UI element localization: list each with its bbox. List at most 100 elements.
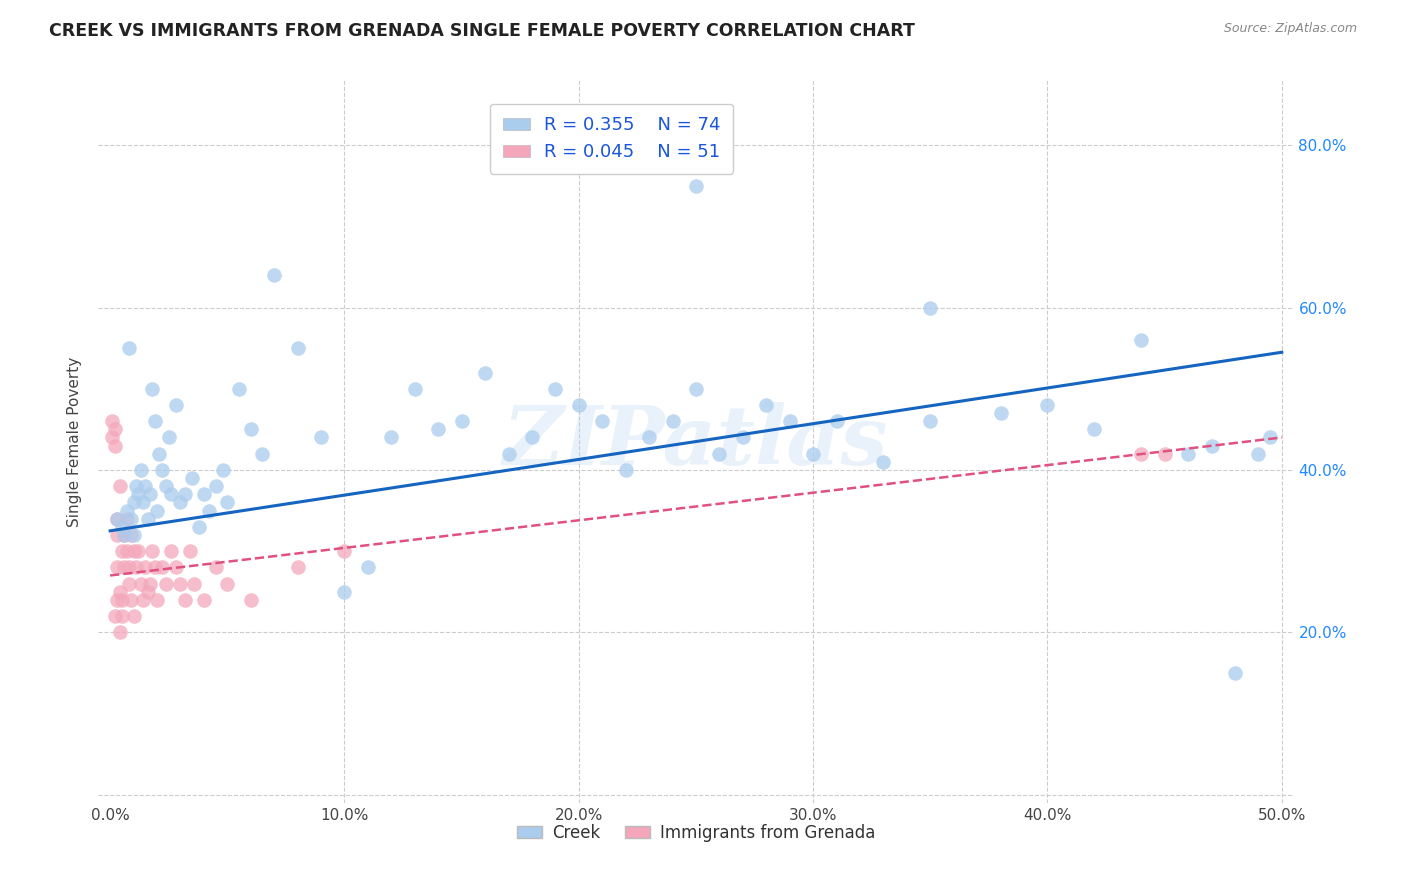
Point bbox=[115, 503, 138, 517]
Point bbox=[211, 463, 233, 477]
Point bbox=[779, 414, 801, 428]
Text: ZIPatlas: ZIPatlas bbox=[503, 401, 889, 482]
Point bbox=[1130, 333, 1153, 347]
Point bbox=[183, 576, 205, 591]
Point bbox=[169, 495, 191, 509]
Point bbox=[118, 341, 141, 355]
Point bbox=[197, 503, 219, 517]
Point bbox=[287, 560, 309, 574]
Point bbox=[165, 398, 187, 412]
Point bbox=[204, 560, 226, 574]
Point bbox=[357, 560, 380, 574]
Point bbox=[179, 544, 201, 558]
Point bbox=[263, 268, 285, 282]
Point bbox=[1083, 422, 1105, 436]
Point bbox=[118, 560, 141, 574]
Point bbox=[136, 584, 159, 599]
Point bbox=[143, 560, 166, 574]
Point bbox=[146, 503, 169, 517]
Point bbox=[333, 544, 356, 558]
Point bbox=[108, 479, 131, 493]
Point bbox=[801, 447, 824, 461]
Y-axis label: Single Female Poverty: Single Female Poverty bbox=[67, 357, 83, 526]
Point bbox=[755, 398, 778, 412]
Point bbox=[101, 414, 124, 428]
Point bbox=[148, 447, 170, 461]
Point bbox=[104, 439, 127, 453]
Point bbox=[217, 576, 239, 591]
Point bbox=[122, 609, 145, 624]
Point bbox=[134, 479, 156, 493]
Point bbox=[498, 447, 520, 461]
Point bbox=[111, 544, 134, 558]
Point bbox=[120, 528, 142, 542]
Point bbox=[685, 382, 707, 396]
Point bbox=[1130, 447, 1153, 461]
Point bbox=[108, 625, 131, 640]
Point bbox=[150, 463, 173, 477]
Point bbox=[141, 544, 163, 558]
Point bbox=[115, 544, 138, 558]
Legend: Creek, Immigrants from Grenada: Creek, Immigrants from Grenada bbox=[510, 817, 882, 848]
Point bbox=[112, 528, 135, 542]
Point bbox=[120, 592, 142, 607]
Point bbox=[709, 447, 731, 461]
Point bbox=[122, 495, 145, 509]
Point bbox=[111, 592, 134, 607]
Point bbox=[101, 430, 124, 444]
Point bbox=[115, 511, 138, 525]
Point bbox=[105, 511, 128, 525]
Point bbox=[287, 341, 309, 355]
Point bbox=[920, 301, 942, 315]
Point bbox=[139, 487, 162, 501]
Point bbox=[1258, 430, 1281, 444]
Point bbox=[155, 576, 177, 591]
Point bbox=[134, 560, 156, 574]
Point bbox=[474, 366, 496, 380]
Point bbox=[155, 479, 177, 493]
Point bbox=[160, 544, 183, 558]
Point bbox=[105, 511, 128, 525]
Point bbox=[1247, 447, 1270, 461]
Point bbox=[174, 487, 197, 501]
Point bbox=[127, 544, 149, 558]
Point bbox=[544, 382, 567, 396]
Point bbox=[380, 430, 402, 444]
Text: Source: ZipAtlas.com: Source: ZipAtlas.com bbox=[1223, 22, 1357, 36]
Point bbox=[169, 576, 191, 591]
Point bbox=[520, 430, 543, 444]
Point bbox=[143, 414, 166, 428]
Point bbox=[990, 406, 1012, 420]
Point bbox=[122, 544, 145, 558]
Point bbox=[118, 576, 141, 591]
Point bbox=[141, 382, 163, 396]
Point bbox=[125, 560, 148, 574]
Point bbox=[252, 447, 274, 461]
Point bbox=[825, 414, 848, 428]
Point bbox=[125, 479, 148, 493]
Point bbox=[105, 592, 128, 607]
Point bbox=[731, 430, 754, 444]
Point bbox=[150, 560, 173, 574]
Point bbox=[139, 576, 162, 591]
Point bbox=[157, 430, 180, 444]
Point bbox=[111, 520, 134, 534]
Text: CREEK VS IMMIGRANTS FROM GRENADA SINGLE FEMALE POVERTY CORRELATION CHART: CREEK VS IMMIGRANTS FROM GRENADA SINGLE … bbox=[49, 22, 915, 40]
Point bbox=[568, 398, 591, 412]
Point bbox=[427, 422, 450, 436]
Point bbox=[872, 455, 894, 469]
Point bbox=[193, 592, 215, 607]
Point bbox=[104, 609, 127, 624]
Point bbox=[181, 471, 204, 485]
Point bbox=[105, 560, 128, 574]
Point bbox=[333, 584, 356, 599]
Point bbox=[136, 511, 159, 525]
Point bbox=[450, 414, 472, 428]
Point bbox=[239, 592, 262, 607]
Point bbox=[132, 495, 155, 509]
Point bbox=[193, 487, 215, 501]
Point bbox=[638, 430, 661, 444]
Point bbox=[239, 422, 262, 436]
Point bbox=[1153, 447, 1175, 461]
Point bbox=[920, 414, 942, 428]
